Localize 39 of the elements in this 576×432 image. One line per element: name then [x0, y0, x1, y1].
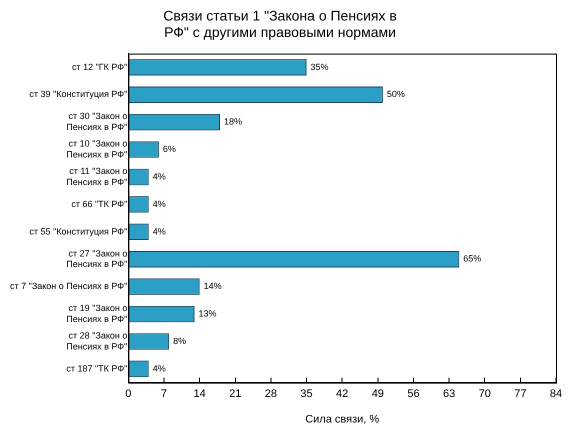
chart-title: Связи статьи 1 "Закона о Пенсиях в РФ" с другими правовыми нормами	[163, 7, 397, 40]
data-label: 18%	[224, 116, 242, 127]
y-tick-label: ст 30 "Закон о Пенсиях в РФ"	[66, 111, 128, 132]
x-tick-label: 21	[229, 388, 242, 400]
data-label: 4%	[152, 226, 166, 236]
x-tick-label: 28	[264, 388, 278, 400]
y-tick-label: ст 10 "Закон о Пенсиях в РФ"	[66, 138, 128, 160]
data-label: 4%	[152, 171, 166, 182]
y-tick-label: ст 12 "ГК РФ"	[72, 62, 128, 72]
x-tick-label: 77	[514, 388, 526, 400]
y-tick-label: ст 7 "Закон о Пенсиях в РФ"	[10, 281, 128, 292]
x-tick-label: 49	[372, 388, 384, 400]
x-tick-label: 70	[478, 388, 491, 400]
x-tick-label: 7	[160, 388, 168, 400]
x-axis-title: Сила связи, %	[305, 413, 380, 426]
y-tick-label: ст 28 "Закон о Пенсиях в РФ"	[66, 330, 128, 352]
data-label: 4%	[152, 198, 166, 209]
data-label: 50%	[386, 89, 405, 100]
data-label: 6%	[162, 144, 176, 154]
data-label: 14%	[204, 281, 222, 292]
y-tick-label: ст 19 "Закон о Пенсиях в РФ"	[66, 303, 128, 324]
data-label: 65%	[463, 254, 482, 264]
x-tick-label: 42	[336, 388, 348, 400]
x-tick-label: 63	[442, 388, 456, 400]
x-tick-label: 14	[194, 388, 206, 400]
data-label: 8%	[173, 336, 186, 346]
y-tick-label: ст 11 "Закон о Пенсиях в РФ"	[66, 166, 128, 187]
x-tick-label: 56	[407, 388, 420, 400]
x-tick-label: 84	[550, 388, 562, 400]
y-tick-label: ст 55 "Конституция РФ"	[29, 226, 128, 236]
y-tick-label: ст 66 "ТК РФ"	[71, 198, 128, 209]
y-tick-label: ст 27 "Закон о Пенсиях в РФ"	[66, 248, 128, 270]
y-tick-label: ст 187 "ТК РФ"	[66, 363, 128, 374]
x-tick-label: 35	[300, 388, 313, 400]
data-label: 4%	[152, 363, 166, 374]
data-label: 13%	[198, 308, 217, 319]
y-tick-label: ст 39 "Конституция РФ"	[29, 89, 128, 100]
data-label: 35%	[310, 62, 329, 72]
x-tick-label: 0	[125, 388, 132, 400]
